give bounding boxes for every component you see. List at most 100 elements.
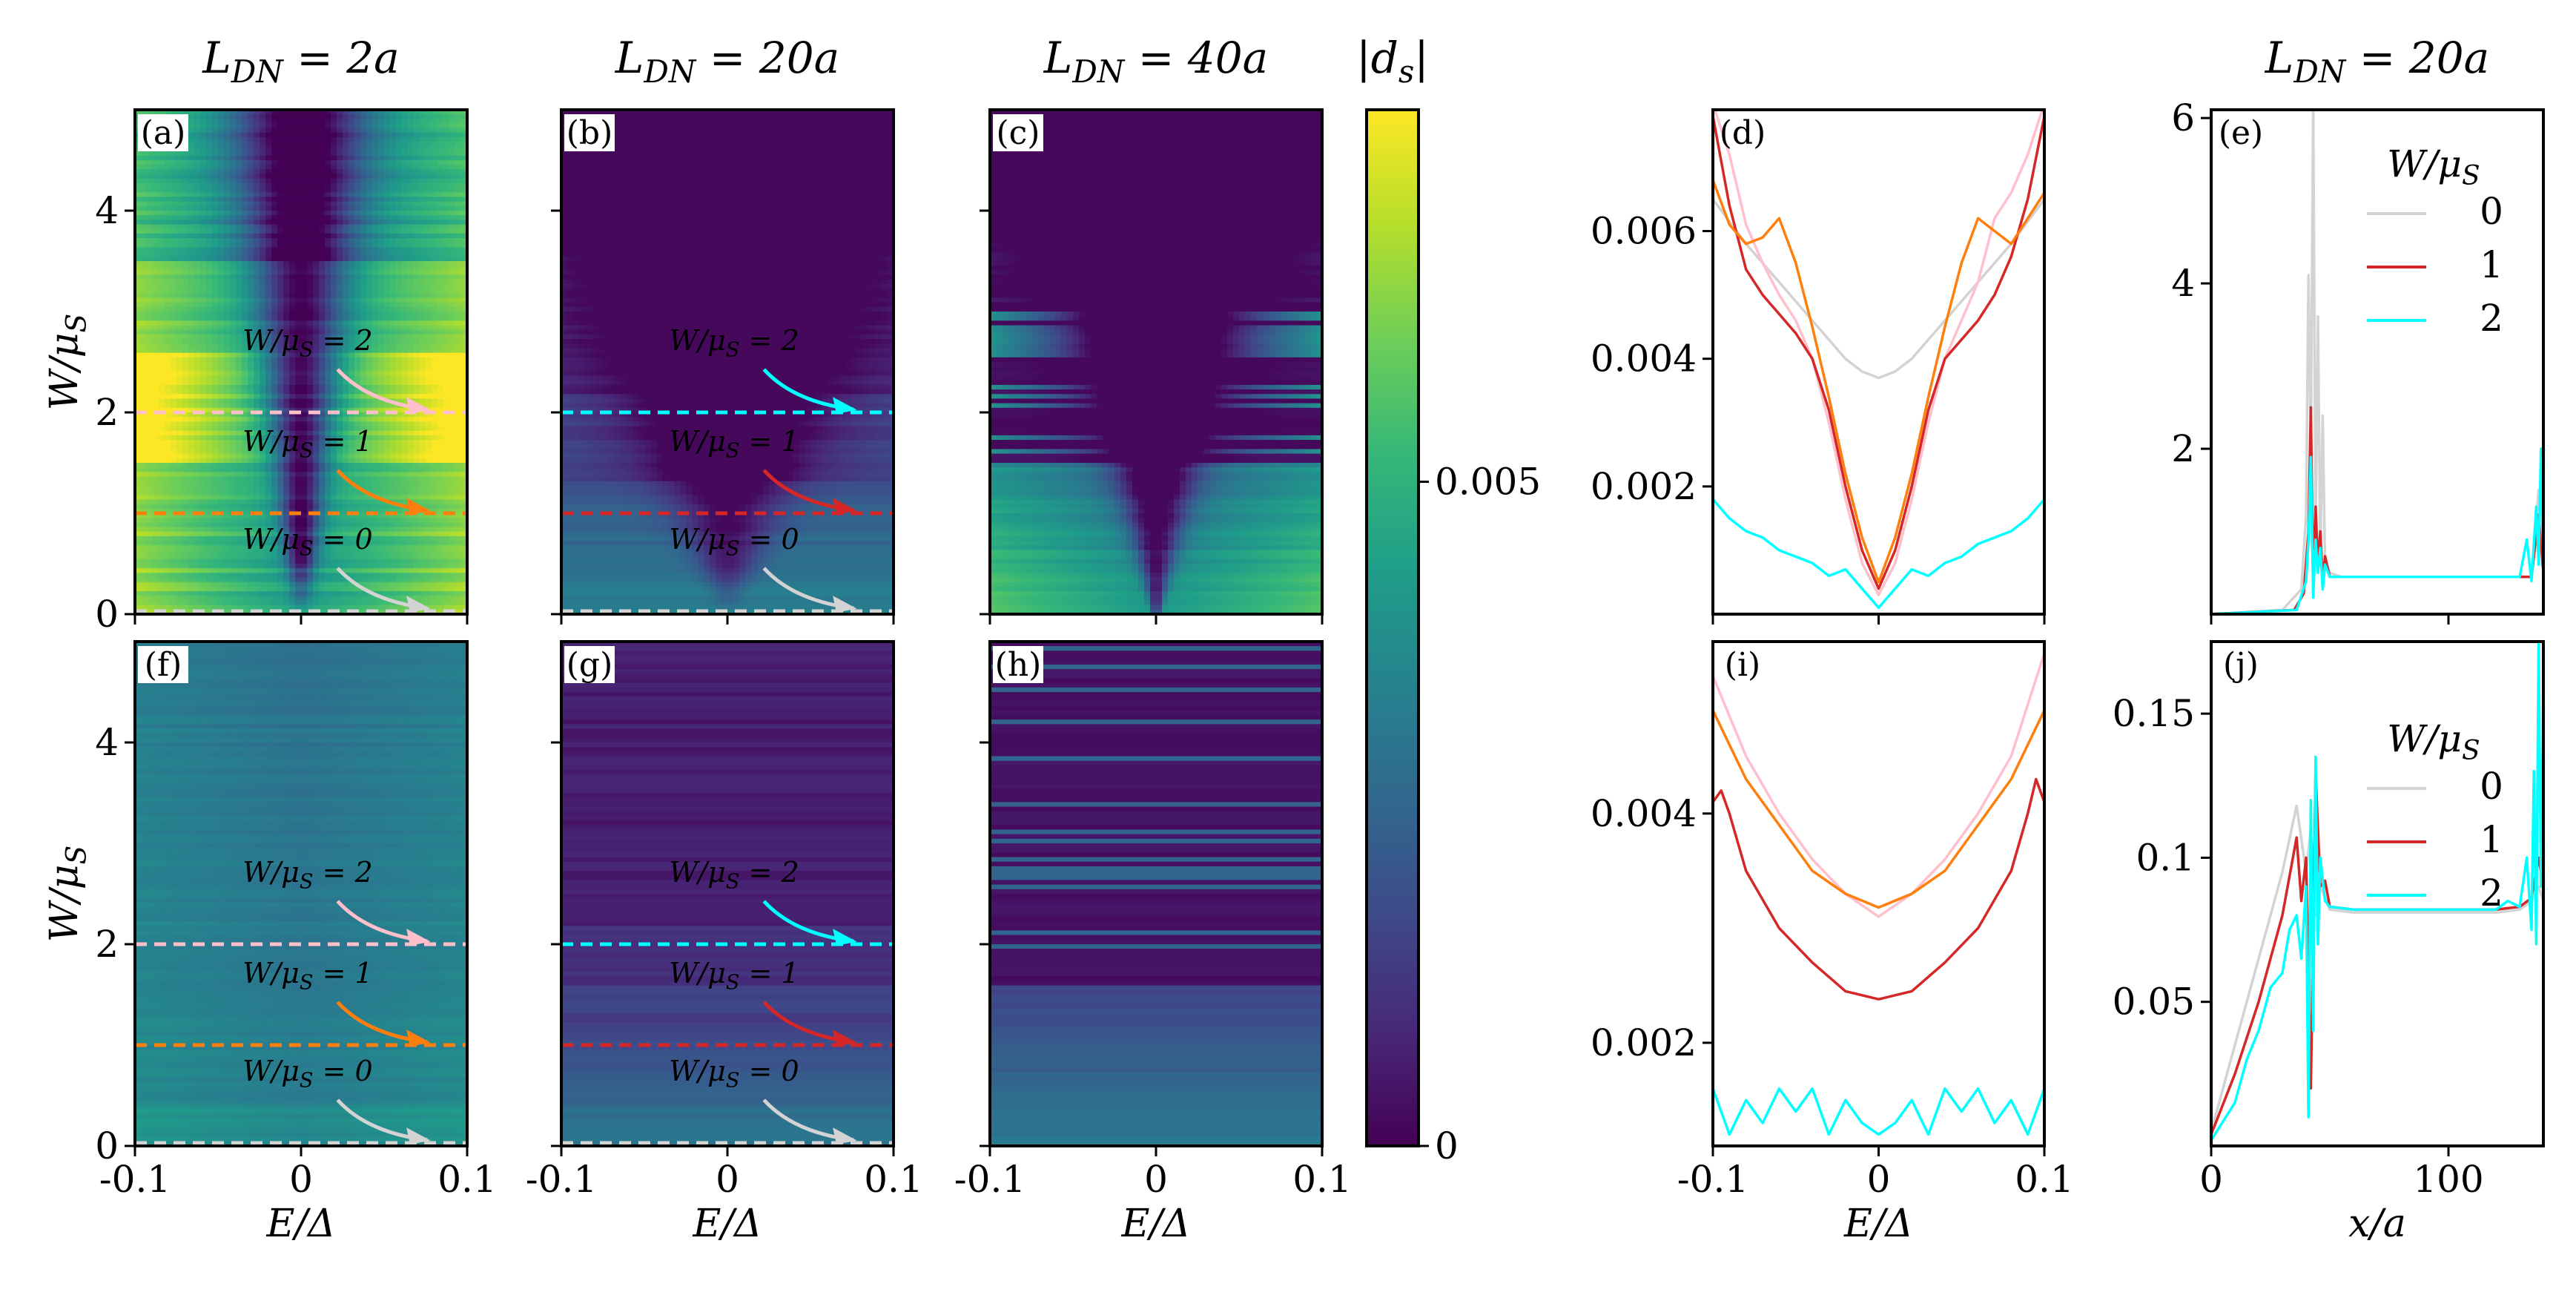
heatmap-cell bbox=[242, 146, 248, 151]
heatmap-cell bbox=[200, 165, 207, 170]
heatmap-cell bbox=[455, 174, 462, 179]
heatmap-cell bbox=[260, 124, 266, 129]
heatmap-cell bbox=[236, 114, 242, 119]
heatmap-cell bbox=[319, 156, 326, 161]
heatmap-cell bbox=[343, 160, 349, 165]
heatmap-cell bbox=[432, 165, 438, 170]
heatmap-cell bbox=[212, 169, 219, 174]
heatmap-cell bbox=[218, 114, 225, 119]
heatmap-cell bbox=[171, 165, 177, 170]
heatmap-cell bbox=[343, 128, 349, 134]
heatmap-cell bbox=[432, 128, 438, 134]
heatmap-cell bbox=[230, 133, 237, 138]
heatmap-cell bbox=[265, 169, 272, 174]
heatmap-cell bbox=[277, 124, 284, 129]
heatmap-cell bbox=[360, 183, 367, 188]
heatmap-cell bbox=[307, 124, 314, 129]
heatmap-cell bbox=[265, 128, 272, 134]
heatmap-cell bbox=[325, 183, 331, 188]
heatmap-cell bbox=[390, 142, 397, 147]
heatmap-cell bbox=[301, 114, 308, 119]
heatmap-cell bbox=[242, 128, 248, 134]
heatmap-cell bbox=[337, 165, 343, 170]
heatmap-cell bbox=[206, 156, 213, 161]
heatmap-cell bbox=[289, 146, 296, 151]
heatmap-cell bbox=[265, 114, 272, 119]
heatmap-cell bbox=[420, 119, 426, 124]
heatmap-cell bbox=[378, 156, 385, 161]
heatmap-cell bbox=[289, 133, 296, 138]
heatmap-cell bbox=[260, 160, 266, 165]
heatmap-cell bbox=[265, 183, 272, 188]
heatmap-cell bbox=[449, 124, 456, 129]
heatmap-cell bbox=[390, 133, 397, 138]
heatmap-cell bbox=[366, 174, 373, 179]
heatmap-cell bbox=[236, 165, 242, 170]
heatmap-cell bbox=[372, 142, 379, 147]
heatmap-cell bbox=[218, 174, 225, 179]
heatmap-cell bbox=[449, 119, 456, 124]
heatmap-cell bbox=[200, 119, 207, 124]
heatmap-cell bbox=[420, 114, 426, 119]
heatmap-cell bbox=[455, 160, 462, 165]
heatmap-cell bbox=[159, 156, 165, 161]
heatmap-cell bbox=[242, 179, 248, 184]
heatmap-cell bbox=[420, 160, 426, 165]
heatmap-cell bbox=[331, 179, 337, 184]
heatmap-cell bbox=[408, 165, 415, 170]
heatmap-cell bbox=[165, 183, 171, 188]
heatmap-cell bbox=[384, 133, 391, 138]
heatmap-cell bbox=[159, 183, 165, 188]
heatmap-cell bbox=[360, 165, 367, 170]
heatmap-cell bbox=[194, 151, 201, 157]
heatmap-cell bbox=[354, 169, 361, 174]
heatmap-cell bbox=[331, 183, 337, 188]
heatmap-cell bbox=[254, 137, 260, 142]
heatmap-cell bbox=[218, 165, 225, 170]
heatmap-cell bbox=[248, 142, 254, 147]
heatmap-cell bbox=[271, 183, 278, 188]
heatmap-cell bbox=[194, 165, 201, 170]
heatmap-cell bbox=[390, 160, 397, 165]
heatmap-cell bbox=[271, 165, 278, 170]
heatmap-cell bbox=[206, 114, 213, 119]
heatmap-cell bbox=[289, 183, 296, 188]
heatmap-cell bbox=[206, 133, 213, 138]
heatmap-cell bbox=[200, 179, 207, 184]
heatmap-cell bbox=[408, 119, 415, 124]
heatmap-cell bbox=[230, 183, 237, 188]
heatmap-cell bbox=[455, 169, 462, 174]
heatmap-cell bbox=[194, 179, 201, 184]
heatmap-cell bbox=[325, 124, 331, 129]
heatmap-cell bbox=[449, 156, 456, 161]
heatmap-cell bbox=[372, 137, 379, 142]
heatmap-cell bbox=[402, 165, 409, 170]
heatmap-cell bbox=[147, 188, 153, 193]
heatmap-cell bbox=[289, 124, 296, 129]
heatmap-cell bbox=[147, 156, 153, 161]
heatmap-cell bbox=[159, 169, 165, 174]
heatmap-cell bbox=[265, 142, 272, 147]
heatmap-cell bbox=[414, 119, 420, 124]
heatmap-cell bbox=[265, 174, 272, 179]
heatmap-cell bbox=[319, 114, 326, 119]
heatmap-cell bbox=[271, 151, 278, 157]
heatmap-cell bbox=[194, 137, 201, 142]
heatmap-cell bbox=[230, 156, 237, 161]
heatmap-cell bbox=[248, 146, 254, 151]
heatmap-cell bbox=[265, 119, 272, 124]
heatmap-cell bbox=[384, 165, 391, 170]
heatmap-cell bbox=[390, 179, 397, 184]
heatmap-cell bbox=[307, 142, 314, 147]
heatmap-cell bbox=[449, 160, 456, 165]
heatmap-cell bbox=[260, 174, 266, 179]
heatmap-cell bbox=[188, 188, 195, 193]
heatmap-cell bbox=[313, 146, 320, 151]
heatmap-cell bbox=[248, 174, 254, 179]
heatmap-cell bbox=[194, 183, 201, 188]
heatmap-cell bbox=[248, 119, 254, 124]
heatmap-cell bbox=[271, 146, 278, 151]
heatmap-cell bbox=[313, 183, 320, 188]
heatmap-cell bbox=[432, 183, 438, 188]
heatmap-cell bbox=[390, 124, 397, 129]
